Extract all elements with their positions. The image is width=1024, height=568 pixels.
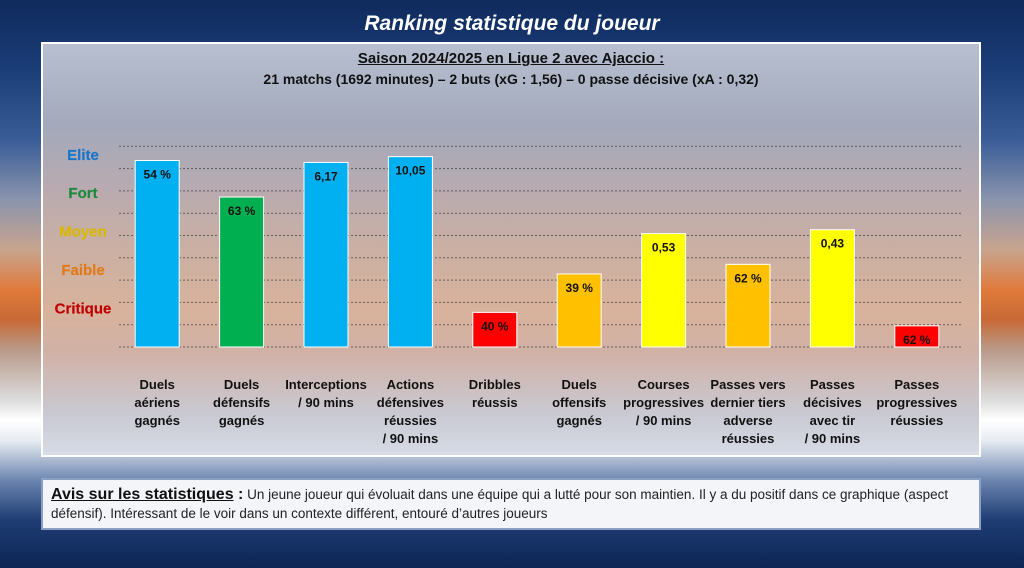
bar-6: [556, 273, 602, 348]
bar-7: [641, 233, 687, 348]
category-label: Passes progressives réussies: [876, 377, 957, 428]
chart-subtitle: Saison 2024/2025 en Ligue 2 avec Ajaccio…: [357, 50, 665, 67]
level-label-fort: Fort: [68, 185, 97, 202]
comment-box: Avis sur les statistiques : Un jeune jou…: [41, 478, 981, 530]
category-label: Duels défensifs gagnés: [213, 377, 270, 428]
category-label: Interceptions/ 90 mins: [285, 377, 367, 410]
category-label: Passes décisives avec tir/ 90 mins: [803, 377, 862, 446]
bar-value-label: 0,43: [821, 237, 845, 251]
bar-value-label: 0,53: [652, 241, 676, 255]
page-title: Ranking statistique du joueur: [364, 12, 660, 35]
category-label: Dribbles réussis: [469, 377, 521, 410]
category-label: Duels offensifs gagnés: [552, 377, 606, 428]
bar-5: [472, 311, 518, 348]
bar-value-label: 39 %: [566, 281, 594, 295]
bar-2: [219, 196, 265, 348]
bar-value-label: 40 %: [481, 319, 509, 333]
comment-heading: Avis sur les statistiques: [51, 486, 234, 503]
bar-value-label: 63 %: [228, 204, 256, 218]
category-label: Actions défensives réussies/ 90 mins: [377, 377, 444, 446]
bar-value-label: 54 %: [144, 168, 172, 182]
bar-value-label: 62 %: [903, 333, 931, 347]
bar-10: [894, 325, 940, 348]
bar-3: [303, 161, 349, 348]
level-label-critique: Critique: [55, 301, 112, 318]
category-label: Passes vers dernier tiers adverse réussies: [710, 377, 785, 446]
bar-1: [134, 160, 180, 348]
bar-chart: Elite Fort Moyen Faible Critique 54 % Duels aér…: [55, 145, 963, 446]
chart-summary: 21 matchs (1692 minutes) – 2 buts (xG : …: [263, 71, 759, 87]
bar-value-label: 10,05: [395, 164, 425, 178]
level-label-moyen: Moyen: [59, 224, 107, 241]
bar-8: [725, 263, 771, 348]
level-label-faible: Faible: [61, 262, 104, 279]
bar-value-label: 6,17: [314, 169, 338, 183]
comment-text: Un jeune joueur qui évoluait dans une éq…: [51, 487, 949, 521]
bar-value-label: 62 %: [734, 271, 762, 285]
comment-colon: :: [233, 486, 244, 503]
chart-panel: Elite Fort Moyen Faible Critique 54 % Duels aér…: [41, 42, 981, 457]
category-label: Duels aériens gagnés: [134, 377, 180, 428]
bar-4: [387, 156, 433, 348]
level-label-elite: Elite: [67, 147, 99, 164]
bar-9: [809, 229, 855, 348]
category-label: Courses progressives/ 90 mins: [623, 377, 704, 428]
